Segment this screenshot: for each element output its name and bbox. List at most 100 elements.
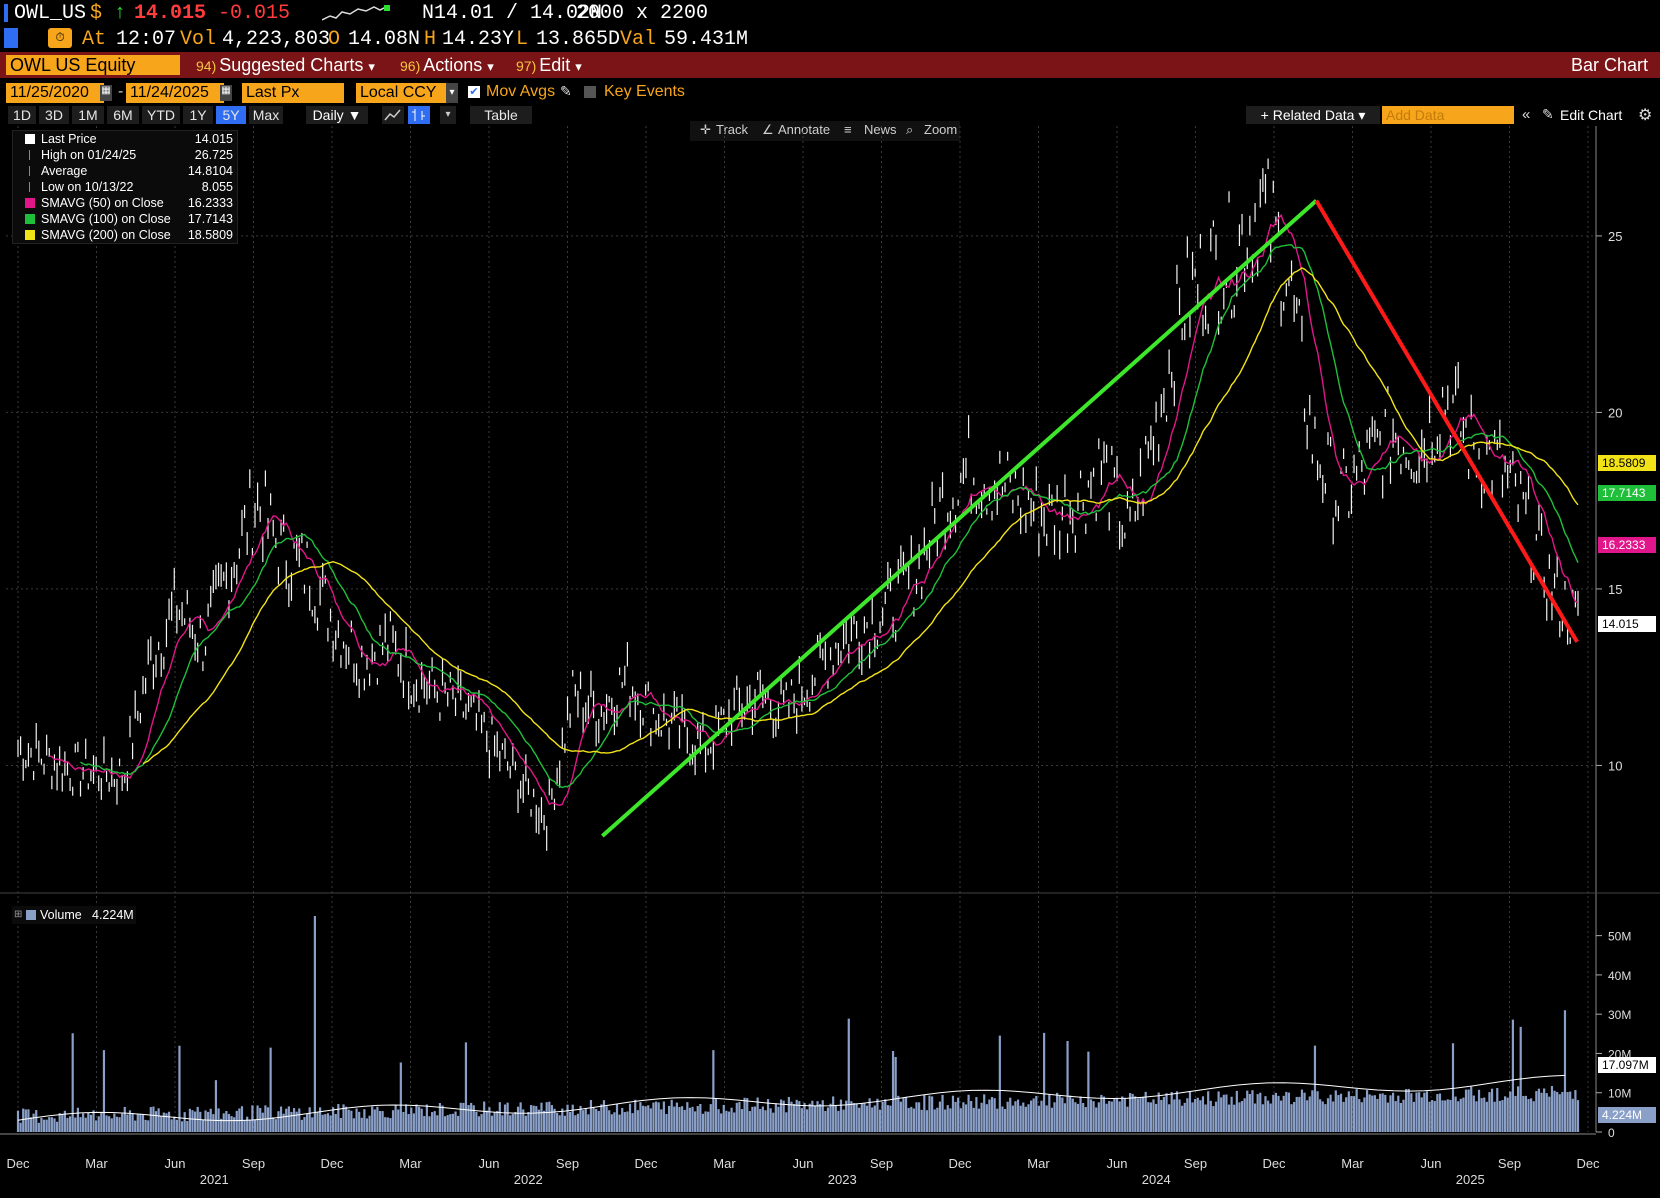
legend-swatch xyxy=(29,182,34,192)
table-button[interactable]: Table xyxy=(470,106,532,124)
gear-icon[interactable]: ⚙ xyxy=(1638,107,1653,124)
start-date-field[interactable]: 11/25/2020 xyxy=(6,83,104,103)
annotate-icon[interactable]: ∠ xyxy=(762,122,774,137)
up-arrow-icon: ↑ xyxy=(114,2,127,25)
x-tick-label: Mar xyxy=(399,1156,422,1171)
y-tick-label: 25 xyxy=(1608,229,1622,244)
annotate-button[interactable]: Annotate xyxy=(778,122,831,137)
x-tick-label: Dec xyxy=(320,1156,344,1171)
currency-select[interactable]: Local CCY xyxy=(356,83,446,103)
volume-tick-label: 10M xyxy=(1608,1087,1631,1101)
period-5y[interactable]: 5Y xyxy=(216,106,246,124)
x-tick-label: Jun xyxy=(1107,1156,1128,1171)
sma-200-line xyxy=(142,267,1579,765)
legend-row[interactable]: Low on 10/13/22 8.055 xyxy=(13,179,237,195)
clock-icon[interactable]: ⏱ xyxy=(48,28,72,48)
ticker-symbol[interactable]: OWL_US xyxy=(14,2,87,25)
end-date-field[interactable]: 11/24/2025 xyxy=(126,83,224,103)
add-data-input[interactable]: Add Data xyxy=(1382,106,1514,124)
news-icon[interactable]: ≡ xyxy=(844,122,852,137)
period-bar: 1D 3D 1M 6M YTD 1Y 5Y Max Daily ▼ ▾ Table + Rel… xyxy=(0,104,1660,126)
field-select[interactable]: Last Px xyxy=(242,83,344,103)
x-tick-label: Jun xyxy=(165,1156,186,1171)
axis-volume-label: 4.224M xyxy=(1598,1107,1656,1124)
volume-legend: ⊞ Volume 4.224M xyxy=(12,906,136,924)
pencil-icon[interactable]: ✎ xyxy=(560,83,572,99)
period-1m[interactable]: 1M xyxy=(72,106,104,124)
chart-type-title: Bar Chart xyxy=(1570,55,1648,75)
last-time: 12:07 xyxy=(116,28,177,51)
edit-menu[interactable]: 97) Edit ▾ xyxy=(516,54,582,76)
legend-label: Last Price xyxy=(41,132,97,146)
price-chart[interactable]: Dec Mar Jun Sep Dec Mar Jun Sep Dec Mar Jun Sep Dec M… xyxy=(0,126,1660,1198)
legend-row[interactable]: Average 14.8104 xyxy=(13,163,237,179)
menu-label: Actions xyxy=(423,55,483,75)
legend-row[interactable]: SMAVG (200) on Close 18.5809 xyxy=(13,227,237,243)
mov-avgs-label[interactable]: Mov Avgs xyxy=(486,83,556,100)
collapse-icon[interactable]: « xyxy=(1522,106,1531,123)
x-tick-label: Sep xyxy=(556,1156,579,1171)
chart-legend: Last Price 14.015 High on 01/24/25 26.725 Av… xyxy=(12,130,238,244)
expand-icon[interactable]: ⊞ xyxy=(14,909,23,920)
at-label: At xyxy=(82,28,107,51)
volume-swatch xyxy=(26,910,36,920)
calendar-icon[interactable]: ▦ xyxy=(100,85,112,101)
x-tick-label: Mar xyxy=(713,1156,736,1171)
mov-avgs-checkbox[interactable]: ✔ xyxy=(468,86,480,98)
legend-row[interactable]: High on 01/24/25 26.725 xyxy=(13,147,237,163)
y-tick-label: 20 xyxy=(1608,405,1622,420)
legend-row[interactable]: SMAVG (50) on Close 16.2333 xyxy=(13,195,237,211)
legend-swatch xyxy=(25,134,35,144)
period-1y[interactable]: 1Y xyxy=(183,106,213,124)
suggested-charts-menu[interactable]: 94) Suggested Charts ▾ xyxy=(196,54,375,76)
zoom-icon[interactable]: ⌕ xyxy=(906,122,914,137)
low-label: L xyxy=(516,28,529,51)
key-events-label[interactable]: Key Events xyxy=(604,83,685,100)
period-max[interactable]: Max xyxy=(249,106,283,124)
chevron-down-icon[interactable]: ▾ xyxy=(440,106,456,124)
volume-average-line xyxy=(17,1074,1566,1122)
frequency-select[interactable]: Daily ▼ xyxy=(306,106,368,124)
x-year-label: 2023 xyxy=(828,1172,857,1187)
actions-menu[interactable]: 96) Actions ▾ xyxy=(400,54,494,76)
axis-price-label: 17.7143 xyxy=(1598,485,1656,502)
x-tick-label: Dec xyxy=(6,1156,30,1171)
related-data-button[interactable]: + Related Data ▾ xyxy=(1246,106,1380,124)
quote-bar: OWL_US $ ↑ 14.015 -0.015 N14.01 / 14.02N… xyxy=(0,0,1660,26)
track-button[interactable]: Track xyxy=(716,122,749,137)
track-icon[interactable]: ✛ xyxy=(700,122,711,137)
period-6m[interactable]: 6M xyxy=(107,106,139,124)
calendar-icon[interactable]: ▦ xyxy=(220,85,232,101)
zoom-button[interactable]: Zoom xyxy=(924,122,958,137)
bar-chart-icon[interactable] xyxy=(408,106,430,124)
line-chart-icon[interactable] xyxy=(382,106,404,124)
legend-label: High on 01/24/25 xyxy=(41,148,137,162)
date-separator: - xyxy=(118,83,124,100)
legend-label: Average xyxy=(41,164,88,178)
period-ytd[interactable]: YTD xyxy=(142,106,180,124)
period-3d[interactable]: 3D xyxy=(39,106,69,124)
legend-row[interactable]: Last Price 14.015 xyxy=(13,131,237,147)
x-tick-label: Jun xyxy=(793,1156,814,1171)
x-year-label: 2022 xyxy=(514,1172,543,1187)
security-field[interactable]: OWL US Equity xyxy=(6,55,180,75)
legend-label: SMAVG (50) on Close xyxy=(41,196,164,210)
legend-row[interactable]: SMAVG (100) on Close 17.7143 xyxy=(13,211,237,227)
traded-value: 59.431M xyxy=(664,28,749,51)
pencil-icon[interactable]: ✎ xyxy=(1542,106,1554,122)
low-value: 13.865D xyxy=(536,28,621,51)
x-tick-label: Mar xyxy=(85,1156,108,1171)
edit-chart-button[interactable]: Edit Chart xyxy=(1560,107,1623,123)
bid-ask: N14.01 / 14.02N xyxy=(422,2,603,25)
chart-toolbar xyxy=(690,121,960,141)
news-button[interactable]: News xyxy=(864,122,897,137)
period-1d[interactable]: 1D xyxy=(8,106,36,124)
key-events-checkbox[interactable] xyxy=(584,86,596,98)
x-tick-label: Dec xyxy=(1262,1156,1286,1171)
x-tick-label: Jun xyxy=(1421,1156,1442,1171)
x-year-label: 2025 xyxy=(1456,1172,1485,1187)
axis-price-label: 16.2333 xyxy=(1598,537,1656,554)
legend-label: SMAVG (200) on Close xyxy=(41,228,171,242)
chevron-down-icon[interactable]: ▾ xyxy=(446,83,458,103)
x-tick-label: Jun xyxy=(479,1156,500,1171)
